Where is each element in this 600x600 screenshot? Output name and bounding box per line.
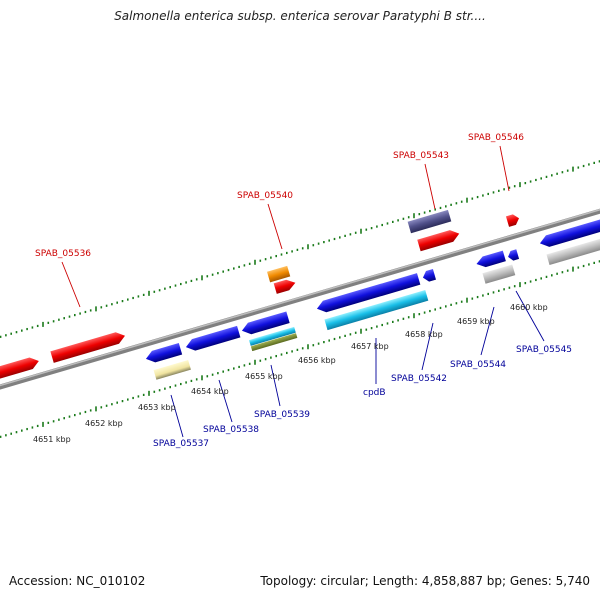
kbp-label-4657: 4657 kbp [351,342,389,351]
gene-cyan-box-small [249,326,296,346]
gene-small-blue-arrow [508,249,520,261]
gene-spab-05536-arrow-group [50,332,125,363]
kbp-label-4653: 4653 kbp [138,403,176,412]
reverse-gene-labels: SPAB_05537 SPAB_05538 SPAB_05539 cpdB SP… [153,345,572,449]
kbp-label-4656: 4656 kbp [298,356,336,365]
gene-spab-05539-arrow-group [241,311,290,335]
gene-label-spab-05545[interactable]: SPAB_05545 [516,345,572,355]
gene-spab-05540-arrow-group [273,279,296,294]
gene-spab-05544-arrow-group [476,250,506,268]
gene-small-blue-arrow-group [508,249,520,261]
leader-spab-05544 [480,306,495,356]
gene-blue-long-arrow-group [316,273,421,313]
genome-backbone-highlight [0,208,600,387]
genome-stats-text: Topology: circular; Length: 4,858,887 bp… [260,574,590,588]
gene-spab-05543-purple [407,209,452,234]
leader-spab-05545 [515,290,545,342]
leader-spab-05543 [424,163,436,210]
gene-yellow-box [153,360,191,380]
gene-grey-box-2 [546,232,600,266]
gene-label-spab-05540[interactable]: SPAB_05540 [237,191,293,201]
leader-spab-05536 [61,261,81,308]
gene-spab-05542-arrow [422,269,436,282]
gene-yellow-box-group [153,360,191,380]
gene-spab-05540-orange-group [267,265,291,283]
forward-gene-labels: SPAB_05536 SPAB_05540 SPAB_05543 SPAB_05… [35,133,524,259]
gene-spab-05546-arrow-group [505,214,520,227]
gene-spab-05537-arrow-group [145,342,183,363]
tick-marks [0,160,600,438]
gene-label-spab-05537[interactable]: SPAB_05537 [153,439,209,449]
gene-label-spab-05546[interactable]: SPAB_05546 [468,133,524,143]
gene-spab-05544-arrow [476,250,506,268]
leader-spab-05546 [499,145,510,192]
gene-features [0,209,600,383]
gene-label-spab-05544[interactable]: SPAB_05544 [450,360,506,370]
gene-red-arrow-1-group [0,357,39,383]
gene-spab-05543-arrow-group [417,230,460,252]
leader-spab-05540 [267,203,283,250]
gene-label-spab-05543[interactable]: SPAB_05543 [393,151,449,161]
gene-olive-box-group [250,333,298,352]
kbp-label-4659: 4659 kbp [457,317,495,326]
leader-spab-05538 [218,379,233,423]
genome-backbone [0,208,600,390]
gene-spab-05543-purple-group [407,209,452,234]
gene-cyan-box-small-group [249,326,296,346]
kbp-labels: 4651 kbp 4652 kbp 4653 kbp 4654 kbp 4655… [33,303,548,444]
gene-spab-05539-arrow [241,311,290,335]
gene-label-cpdb[interactable]: cpdB [363,388,386,398]
gene-spab-05538-arrow-group [185,325,241,351]
gene-label-spab-05542[interactable]: SPAB_05542 [391,374,447,384]
gene-spab-05536-arrow [50,332,125,363]
gene-label-spab-05539[interactable]: SPAB_05539 [254,410,310,420]
gene-olive-box [250,333,298,352]
kbp-label-4654: 4654 kbp [191,387,229,396]
accession-text: Accession: NC_010102 [9,574,146,588]
kbp-label-4651: 4651 kbp [33,435,71,444]
gene-blue-right-arrow-group [539,215,600,247]
gene-spab-05540-arrow [273,279,296,294]
leader-spab-05537 [170,394,184,438]
gene-cpdb-cyan [324,290,429,331]
gene-grey-box-1 [482,264,516,284]
gene-spab-05546-arrow [505,214,520,227]
gene-cpdb-cyan-group [324,290,429,331]
gene-blue-right-arrow [539,215,600,247]
gene-spab-05538-arrow [185,325,241,351]
kbp-label-4658: 4658 kbp [405,330,443,339]
gene-blue-long-arrow [316,273,421,313]
map-title: Salmonella enterica subsp. enterica sero… [114,9,486,23]
kbp-label-4652: 4652 kbp [85,419,123,428]
gene-spab-05540-orange [267,265,291,283]
gene-spab-05537-arrow [145,342,183,363]
gene-label-spab-05538[interactable]: SPAB_05538 [203,425,259,435]
leader-spab-05542 [421,322,434,371]
kbp-label-4655: 4655 kbp [245,372,283,381]
gene-label-spab-05536[interactable]: SPAB_05536 [35,249,91,259]
label-leader-lines [61,145,545,438]
gene-spab-05542-arrow-group [422,269,436,282]
gene-grey-box-2-group [546,232,600,266]
leader-spab-05539 [270,364,281,407]
gene-spab-05543-arrow [417,230,460,252]
kbp-label-4660: 4660 kbp [510,303,548,312]
gene-grey-box-1-group [482,264,516,284]
gene-red-arrow-1 [0,357,39,383]
